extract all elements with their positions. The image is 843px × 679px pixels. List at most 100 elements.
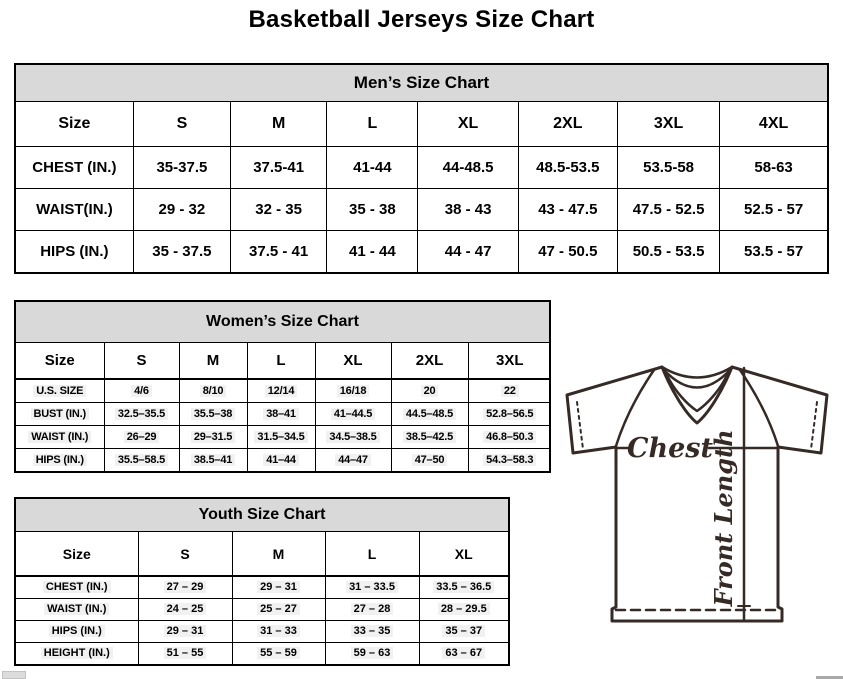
mens-cell: 47.5 - 52.5 bbox=[616, 187, 721, 231]
mens-cell: 53.5 - 57 bbox=[719, 229, 827, 272]
mens-cell: 58-63 bbox=[719, 145, 827, 189]
right-armhole-seam bbox=[738, 368, 780, 448]
cell-text: 33.5 – 36.5 bbox=[433, 581, 495, 594]
womens-column-header-xl: XL bbox=[314, 343, 392, 380]
cell-text: 28 – 29.5 bbox=[437, 603, 490, 615]
youth-cell: 63 – 67 bbox=[418, 641, 508, 664]
youth-table: Size S M L XL CHEST (IN.) 27 – 29 29 – 31 31 – 3… bbox=[16, 532, 508, 664]
mens-cell: 47 - 50.5 bbox=[517, 229, 618, 272]
mens-cell: 43 - 47.5 bbox=[517, 187, 618, 231]
womens-table-row: U.S. SIZE 4/6 8/10 12/14 16/18 20 22 bbox=[16, 378, 551, 403]
mens-chart-title: Men’s Size Chart bbox=[16, 65, 827, 102]
cell-text: 29 – 31 bbox=[163, 625, 207, 637]
womens-cell: 52.8–56.5 bbox=[467, 401, 551, 426]
page-title: Basketball Jerseys Size Chart bbox=[248, 6, 595, 33]
womens-cell: 8/10 bbox=[178, 378, 248, 403]
womens-cell: 26–29 bbox=[103, 424, 180, 449]
jersey-outline bbox=[565, 365, 829, 623]
cell-text: 38.5–42.5 bbox=[402, 430, 457, 443]
mens-column-header-4xl: 4XL bbox=[719, 102, 827, 147]
youth-row-label: CHEST (IN.) bbox=[16, 575, 139, 599]
youth-row-label: HIPS (IN.) bbox=[16, 619, 139, 643]
womens-size-chart: Women’s Size Chart Size S M L XL 2XL 3XL U.S. S… bbox=[14, 300, 551, 473]
youth-cell: 28 – 29.5 bbox=[418, 597, 508, 621]
womens-table-row: BUST (IN.) 32.5–35.5 35.5–38 38–41 41–44.5 44… bbox=[16, 401, 551, 426]
womens-cell: 34.5–38.5 bbox=[314, 424, 392, 449]
collar-back-curve-inner bbox=[662, 368, 732, 389]
youth-size-header-row: Size S M L XL bbox=[16, 532, 508, 577]
womens-cell: 20 bbox=[390, 378, 469, 403]
youth-cell: 27 – 29 bbox=[137, 575, 233, 599]
cell-text: 41–44 bbox=[263, 453, 299, 466]
mens-cell: 35 - 37.5 bbox=[132, 229, 232, 272]
cell-text: WAIST (IN.) bbox=[44, 603, 110, 615]
left-cuff-dashed-line bbox=[576, 401, 584, 450]
womens-cell: 35.5–58.5 bbox=[103, 447, 180, 471]
youth-column-header-m: M bbox=[231, 532, 326, 577]
mens-cell: 41-44 bbox=[326, 145, 419, 189]
womens-row-label: BUST (IN.) bbox=[16, 401, 105, 426]
cell-text: 29 – 31 bbox=[257, 581, 300, 594]
womens-chart-title: Women’s Size Chart bbox=[16, 302, 549, 343]
cell-text: 47–50 bbox=[411, 453, 448, 466]
cell-text: 54.3–58.3 bbox=[483, 453, 537, 466]
womens-column-header-s: S bbox=[103, 343, 180, 380]
mens-row-label: CHEST (IN.) bbox=[16, 145, 134, 189]
cell-text: 33 – 35 bbox=[350, 625, 394, 637]
collar-back-curve-outer bbox=[660, 365, 734, 379]
youth-cell: 35 – 37 bbox=[418, 619, 508, 643]
mens-cell: 35-37.5 bbox=[132, 145, 232, 189]
womens-cell: 29–31.5 bbox=[178, 424, 248, 449]
mens-table: Size S M L XL 2XL 3XL 4XL CHEST (IN.) 35-37.5 37.5… bbox=[16, 102, 827, 272]
womens-column-header-m: M bbox=[178, 343, 248, 380]
jersey-measurement-diagram: Chest Front Length bbox=[565, 365, 829, 623]
womens-cell: 31.5–34.5 bbox=[246, 424, 316, 449]
cell-text: 52.8–56.5 bbox=[483, 407, 537, 420]
womens-table-row: WAIST (IN.) 26–29 29–31.5 31.5–34.5 34.5–38.… bbox=[16, 424, 551, 449]
womens-row-label: U.S. SIZE bbox=[16, 378, 105, 403]
mens-size-header-row: Size S M L XL 2XL 3XL 4XL bbox=[16, 102, 827, 147]
mens-column-header-l: L bbox=[326, 102, 419, 147]
cell-text: BUST (IN.) bbox=[30, 407, 89, 420]
cell-text: 35.5–38 bbox=[190, 407, 236, 420]
womens-cell: 44–47 bbox=[314, 447, 392, 471]
cell-text: 24 – 25 bbox=[163, 603, 207, 615]
cell-text: 12/14 bbox=[264, 384, 298, 397]
youth-column-header-size: Size bbox=[16, 532, 139, 577]
womens-cell: 32.5–35.5 bbox=[103, 401, 180, 426]
cell-text: 22 bbox=[500, 384, 519, 397]
bottom-right-scrollbar-artifact bbox=[816, 676, 843, 679]
youth-cell: 31 – 33.5 bbox=[324, 575, 420, 599]
youth-column-header-xl: XL bbox=[418, 532, 508, 577]
youth-cell: 25 – 27 bbox=[231, 597, 326, 621]
mens-cell: 37.5-41 bbox=[230, 145, 328, 189]
womens-cell: 38.5–42.5 bbox=[390, 424, 469, 449]
youth-size-chart: Youth Size Chart Size S M L XL CHEST (IN.) 27 … bbox=[14, 497, 510, 666]
mens-row-label: WAIST(IN.) bbox=[16, 187, 134, 231]
womens-cell: 12/14 bbox=[246, 378, 316, 403]
collar-v-inner bbox=[664, 371, 730, 413]
cell-text: 31.5–34.5 bbox=[254, 430, 308, 443]
mens-column-header-size: Size bbox=[16, 102, 134, 147]
cell-text: 27 – 28 bbox=[350, 603, 394, 615]
mens-table-row: WAIST(IN.) 29 - 32 32 - 35 35 - 38 38 - 43 43… bbox=[16, 187, 827, 231]
womens-cell: 35.5–38 bbox=[178, 401, 248, 426]
mens-cell: 48.5-53.5 bbox=[517, 145, 618, 189]
womens-table: Size S M L XL 2XL 3XL U.S. SIZE 4/6 8/10 12/14 16/1… bbox=[16, 343, 551, 471]
youth-table-row: CHEST (IN.) 27 – 29 29 – 31 31 – 33.5 33.5 –… bbox=[16, 575, 508, 599]
youth-cell: 24 – 25 bbox=[137, 597, 233, 621]
cell-text: CHEST (IN.) bbox=[42, 581, 111, 594]
cell-text: 51 – 55 bbox=[163, 647, 207, 660]
left-armhole-seam bbox=[614, 368, 656, 448]
mens-cell: 50.5 - 53.5 bbox=[616, 229, 721, 272]
womens-column-header-size: Size bbox=[16, 343, 105, 380]
womens-cell: 46.8–50.3 bbox=[467, 424, 551, 449]
youth-row-label: HEIGHT (IN.) bbox=[16, 641, 139, 664]
cell-text: 55 – 59 bbox=[257, 647, 300, 660]
womens-column-header-l: L bbox=[246, 343, 316, 380]
womens-cell: 41–44 bbox=[246, 447, 316, 471]
cell-text: 31 – 33 bbox=[257, 625, 300, 637]
front-length-label: Front Length bbox=[709, 429, 738, 607]
youth-cell: 59 – 63 bbox=[324, 641, 420, 664]
mens-cell: 52.5 - 57 bbox=[719, 187, 827, 231]
